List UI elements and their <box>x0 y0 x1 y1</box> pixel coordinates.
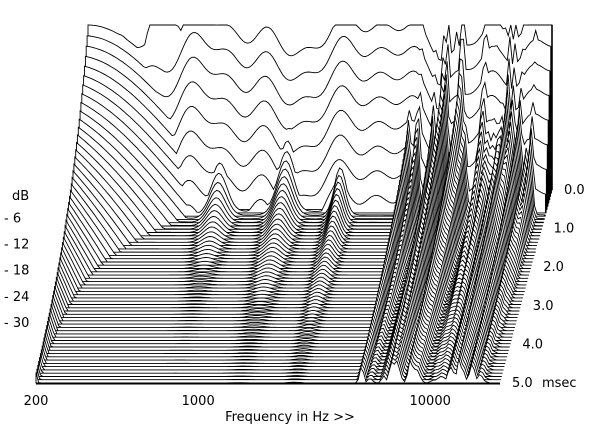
waterfall-slice <box>42 326 508 358</box>
x-tick-label: 200 <box>24 394 49 409</box>
x-axis-label: Frequency in Hz >> <box>225 410 355 425</box>
y-tick-label: - 24 <box>4 290 29 305</box>
waterfall-slice <box>39 338 505 368</box>
z-tick-label: 4.0 <box>522 337 543 352</box>
z-tick-label: 1.0 <box>554 222 575 237</box>
z-tick-label: 0.0 <box>564 183 585 198</box>
y-axis-label: dB <box>12 189 29 204</box>
y-tick-label: - 18 <box>4 264 29 279</box>
waterfall-slice <box>36 354 501 381</box>
z-axis-unit: msec <box>542 376 577 391</box>
x-tick-label: 10000 <box>410 394 451 409</box>
z-tick-label: 3.0 <box>533 299 554 314</box>
waterfall-slice <box>40 334 506 364</box>
waterfall-slice <box>46 310 511 345</box>
waterfall-slice <box>37 350 502 377</box>
waterfall-slice <box>41 330 507 361</box>
waterfall-slice <box>47 306 512 341</box>
waterfall-slice <box>38 346 503 374</box>
z-tick-label: 5.0 <box>512 376 533 391</box>
waterfall-slice <box>44 318 509 351</box>
waterfall-slice <box>35 358 500 384</box>
waterfall-slice <box>39 342 504 371</box>
x-tick-label: 1000 <box>182 394 215 409</box>
waterfall-slice <box>43 322 508 355</box>
waterfall-slice <box>45 314 510 348</box>
z-tick-label: 2.0 <box>543 260 564 275</box>
y-tick-label: - 6 <box>4 211 21 226</box>
y-tick-label: - 30 <box>4 316 29 331</box>
chart-axes: 200 1000 10000 Frequency in Hz >> dB - 6 - 12 -… <box>4 183 585 425</box>
y-tick-label: - 12 <box>4 238 29 253</box>
waterfall-slice <box>47 302 513 338</box>
waterfall-slices <box>35 24 553 384</box>
waterfall-slice <box>48 298 514 335</box>
